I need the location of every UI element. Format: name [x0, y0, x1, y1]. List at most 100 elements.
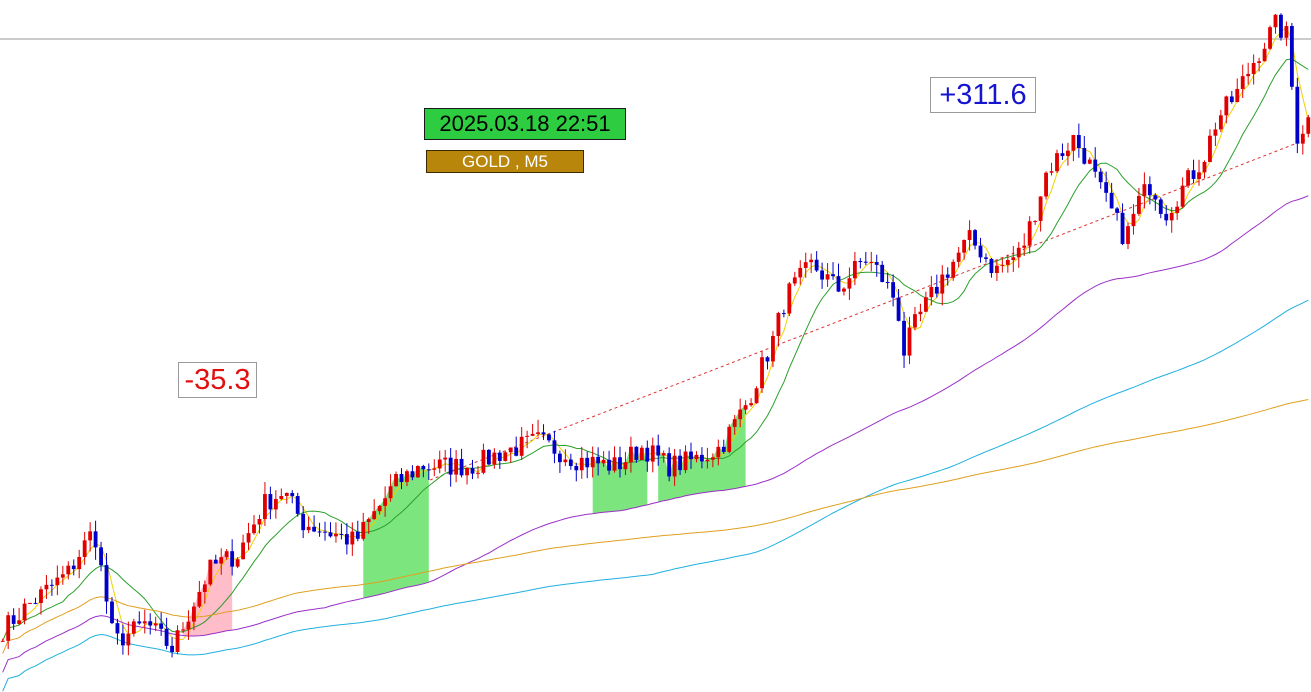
candle-body	[175, 630, 180, 652]
candle-body	[563, 459, 568, 463]
candle-body	[432, 468, 437, 470]
candle-body	[612, 457, 617, 471]
candle-body	[1109, 192, 1114, 209]
candles	[0, 13, 1311, 658]
candle-body	[164, 628, 169, 646]
candle-body	[257, 519, 262, 525]
candle-body	[11, 615, 16, 624]
candle-body	[771, 335, 775, 362]
candle-body	[497, 452, 502, 461]
candle-body	[142, 621, 147, 624]
candle-body	[929, 286, 934, 298]
candle-body	[1262, 48, 1267, 62]
candle-body	[781, 313, 786, 315]
candle-body	[1191, 170, 1196, 179]
candle-body	[508, 447, 513, 453]
candle-body	[547, 434, 551, 441]
candle-body	[1240, 76, 1245, 89]
candle-body	[530, 433, 535, 436]
candle-body	[760, 357, 764, 389]
candle-body	[754, 388, 759, 404]
candle-body	[454, 458, 459, 475]
candle-body	[202, 584, 207, 592]
candle-body	[863, 261, 868, 263]
candle-body	[902, 320, 906, 356]
candle-body	[721, 446, 726, 452]
candle-body	[1044, 172, 1048, 197]
candle-body	[1295, 86, 1300, 144]
candle-body	[1180, 185, 1185, 207]
candle-body	[279, 495, 284, 500]
candle-body	[634, 446, 639, 460]
candle-body	[192, 606, 196, 622]
candle-body	[1055, 153, 1059, 172]
candle-body	[1005, 260, 1010, 265]
candle-body	[1076, 135, 1081, 149]
candle-body	[623, 462, 628, 470]
candle-body	[552, 440, 557, 454]
candle-body	[1153, 195, 1158, 200]
candle-body	[678, 455, 682, 471]
candle-body	[350, 531, 355, 545]
candle-body	[268, 494, 273, 510]
candle-body	[421, 465, 426, 470]
candle-body	[1164, 213, 1169, 221]
candle-body	[1093, 159, 1098, 172]
candle-body	[1284, 26, 1289, 38]
candle-body	[880, 264, 885, 282]
datetime-label: 2025.03.18 22:51	[424, 108, 626, 140]
candle-body	[361, 521, 366, 539]
ma-fast-line	[2, 25, 1309, 641]
candle-body	[372, 511, 377, 520]
candle-body	[1126, 226, 1130, 244]
candle-body	[1218, 115, 1223, 130]
candle-body	[716, 446, 721, 458]
candle-body	[470, 468, 475, 474]
candle-body	[448, 457, 453, 475]
candle-body	[366, 519, 371, 522]
candle-body	[1082, 148, 1087, 164]
candle-body	[82, 540, 87, 557]
candle-body	[590, 456, 595, 468]
candle-body	[306, 526, 311, 531]
candle-body	[252, 524, 256, 534]
candle-body	[6, 615, 11, 641]
candle-body	[536, 432, 540, 434]
candle-body	[874, 262, 879, 265]
candle-body	[776, 313, 781, 336]
candle-body	[858, 261, 863, 263]
candle-body	[77, 556, 82, 570]
candle-body	[459, 458, 464, 476]
candle-body	[1147, 184, 1152, 196]
candle-body	[399, 474, 404, 483]
fill-zone	[363, 466, 429, 599]
candle-body	[847, 278, 852, 289]
candle-body	[1011, 257, 1016, 261]
candle-body	[284, 492, 289, 496]
candle-body	[1186, 170, 1191, 186]
candle-body	[1098, 171, 1103, 183]
candle-body	[503, 452, 508, 461]
candle-body	[476, 472, 480, 474]
candle-body	[541, 432, 546, 435]
candle-body	[525, 435, 530, 437]
candle-body	[842, 288, 846, 292]
candle-body	[814, 259, 819, 271]
candle-body	[1022, 245, 1027, 248]
candle-body	[694, 454, 699, 460]
candle-body	[415, 465, 420, 478]
candle-body	[667, 453, 672, 477]
candle-body	[33, 602, 38, 604]
candle-body	[1169, 212, 1174, 221]
candle-body	[645, 447, 650, 462]
ma-mid-line	[2, 58, 1309, 641]
candle-body	[1066, 150, 1070, 157]
candle-body	[989, 258, 994, 274]
candle-body	[377, 505, 382, 512]
candle-body	[344, 534, 349, 545]
candle-body	[159, 623, 164, 629]
candle-body	[241, 542, 245, 560]
candle-body	[1087, 159, 1092, 164]
candle-body	[918, 311, 923, 315]
